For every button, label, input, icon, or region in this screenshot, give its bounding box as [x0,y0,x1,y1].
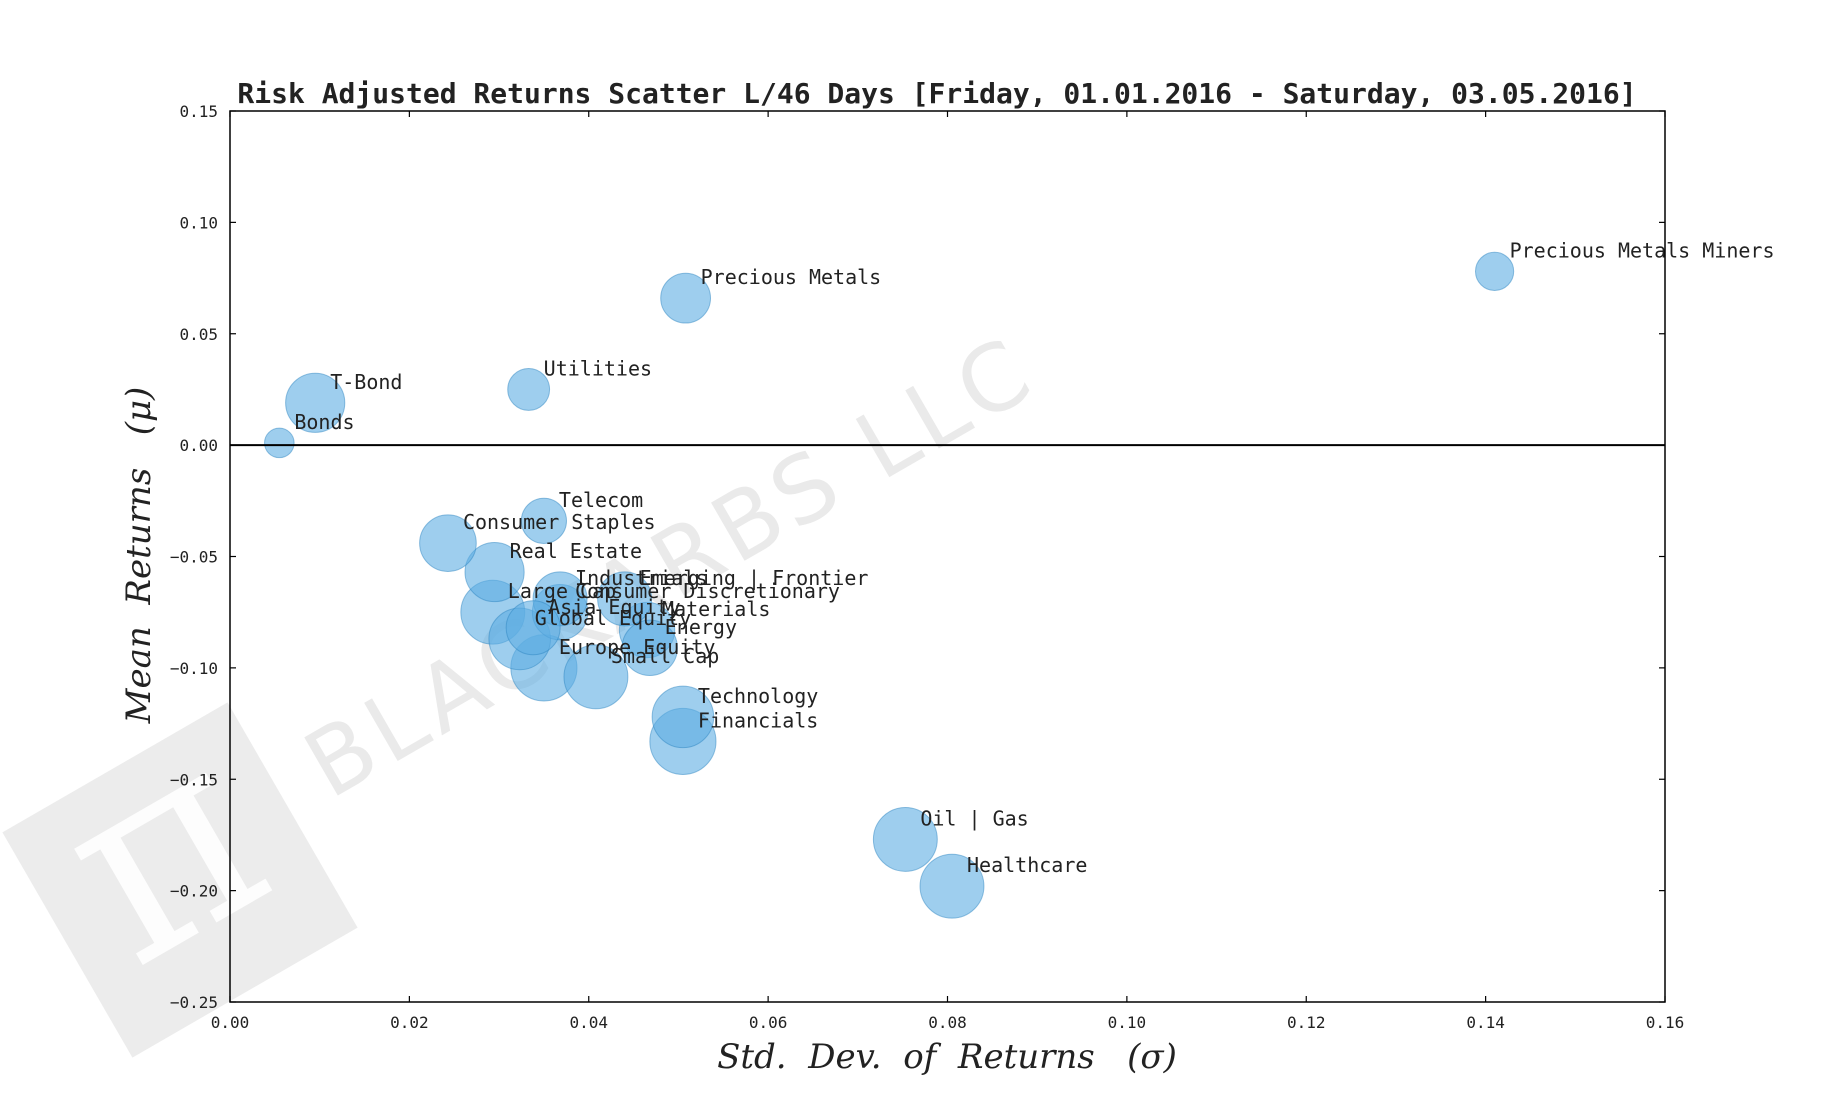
y-tick-label: −0.25 [170,993,218,1012]
x-tick-label: 0.12 [1287,1013,1326,1032]
point-label: Energy [665,615,737,639]
y-tick-label: −0.10 [170,659,218,678]
point-label: Telecom [559,488,643,512]
point-label: Global Equity [535,606,692,630]
y-tick-label: −0.20 [170,882,218,901]
bubble-point [419,514,477,572]
x-tick-label: 0.08 [928,1013,967,1032]
y-tick-label: 0.10 [179,213,218,232]
point-label: Europe Equity [559,635,716,659]
x-tick-label: 0.10 [1108,1013,1147,1032]
y-tick-label: 0.15 [179,102,218,121]
point-label: Asia Equity [548,595,680,619]
bubble-point [264,427,295,459]
x-tick-label: 0.16 [1646,1013,1685,1032]
point-label: Real Estate [510,539,642,563]
bubble-point [597,571,653,627]
point-label: Emerging | Frontier [640,566,869,590]
bubble-point [1475,251,1515,291]
point-label: Industrials [575,566,707,590]
point-label: Bonds [294,410,354,434]
y-tick-label: −0.15 [170,770,218,789]
bubble-point [520,497,567,544]
y-axis-label: Mean Returns (μ) [119,387,159,725]
bubble-point [464,542,525,603]
point-label: Precious Metals Miners [1510,238,1775,262]
bubble-point [872,806,938,872]
point-label: Utilities [544,356,652,380]
point-label: Oil | Gas [920,806,1028,830]
bubble-point [505,600,561,656]
y-tick-label: 0.05 [179,325,218,344]
x-tick-label: 0.00 [211,1013,250,1032]
bubble-point [919,853,985,919]
point-label: Materials [662,597,770,621]
y-tick-label: −0.05 [170,548,218,567]
bubble-point [507,368,551,411]
bubble-point [563,644,629,710]
point-label: Small Cap [611,644,719,668]
point-labels-layer: Precious Metals Miners Precious Metals Uti… [294,238,1774,877]
x-tick-label: 0.04 [569,1013,608,1032]
x-tick-label: 0.02 [390,1013,429,1032]
axes-layer: 0.00 0.02 0.04 0.06 0.08 0.10 0.12 0.14 0.16 0.15… [170,102,1684,1032]
x-tick-label: 0.14 [1466,1013,1505,1032]
point-label: Precious Metals [701,265,882,289]
point-label: Technology [698,684,818,708]
x-axis-label: Std. Dev. of Returns (σ) [717,1037,1177,1077]
bubbles-layer [264,251,1515,919]
point-label: Large Cap [508,579,616,603]
chart-title: Risk Adjusted Returns Scatter L/46 Days … [237,77,1636,110]
y-tick-label: 0.00 [179,436,218,455]
point-label: Financials [698,708,818,732]
bubble-point [651,685,715,749]
point-label: T-Bond [330,370,402,394]
point-label: Consumer Staples [463,510,656,534]
point-label: Consumer Discretionary [575,579,840,603]
point-label: Healthcare [967,853,1087,877]
bubble-point [621,619,678,676]
bubble-point [285,372,346,433]
x-tick-label: 0.06 [749,1013,788,1032]
bubble-point [660,272,712,324]
